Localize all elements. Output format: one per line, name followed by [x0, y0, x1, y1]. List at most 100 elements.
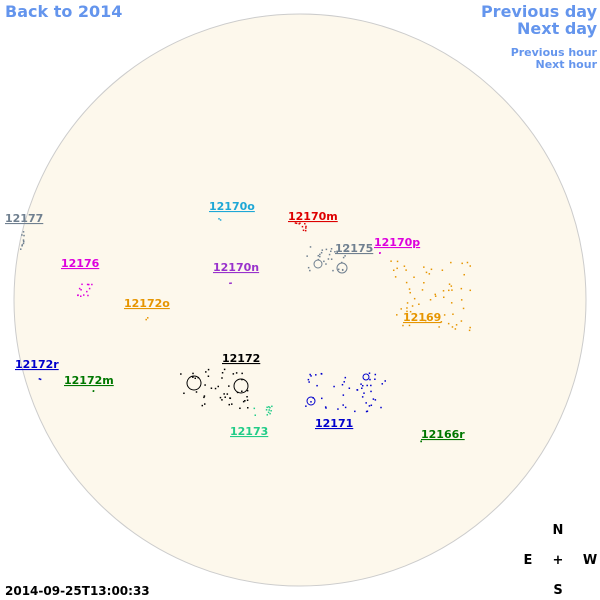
sunspot: [210, 387, 213, 389]
sunspot: [203, 403, 206, 405]
sunspot: [443, 296, 445, 299]
sunspot: [246, 399, 249, 401]
sunspot: [462, 307, 465, 310]
previous-hour-link[interactable]: Previous hour: [511, 46, 598, 59]
sunspot: [342, 394, 345, 396]
sunspot: [38, 378, 41, 380]
sunspot: [423, 266, 425, 268]
sunspot: [360, 383, 362, 385]
sunspot: [341, 383, 344, 386]
sunspot: [253, 407, 256, 410]
sunspot: [230, 282, 232, 284]
sunspot: [325, 407, 327, 409]
sunspot: [203, 395, 206, 397]
region-label: 12170p: [374, 236, 420, 249]
sunspot: [342, 256, 345, 259]
sunspot: [192, 372, 194, 375]
sunspot: [219, 396, 222, 399]
compass-south: S: [553, 583, 562, 598]
sunspot: [219, 219, 222, 221]
next-hour-link[interactable]: Next hour: [536, 58, 598, 71]
sunspot: [365, 402, 367, 404]
sunspot: [330, 258, 333, 260]
sunspot: [305, 227, 307, 229]
sunspot: [201, 404, 204, 407]
sunspot: [409, 291, 411, 294]
region-label: 12171: [315, 417, 353, 430]
sunspot: [309, 246, 312, 248]
sunspot: [246, 389, 249, 392]
sunspot: [91, 283, 93, 286]
sunspot: [324, 406, 327, 408]
region-label: 12169: [403, 311, 441, 324]
sunspot: [223, 368, 226, 371]
previous-day-link[interactable]: Previous day: [481, 2, 598, 21]
compass-center: +: [553, 553, 564, 568]
sunspot: [295, 222, 298, 225]
sunspot: [344, 376, 347, 379]
sunspot: [242, 400, 245, 403]
sunspot: [469, 326, 471, 329]
sunspot: [315, 374, 317, 376]
sunspot-ring: [336, 262, 348, 274]
sunspot: [425, 271, 428, 274]
sunspot: [448, 283, 451, 285]
back-link[interactable]: Back to 2014: [5, 2, 122, 21]
sunspot: [374, 399, 377, 401]
sunspot: [229, 282, 231, 285]
sunspot: [80, 289, 82, 291]
sunspot: [192, 376, 194, 378]
sunspot: [396, 260, 399, 263]
region-label: 12173: [230, 425, 268, 438]
sunspot: [226, 393, 229, 395]
sunspot: [463, 273, 465, 276]
sunspot: [246, 395, 248, 398]
sunspot: [392, 269, 395, 272]
next-day-link[interactable]: Next day: [517, 19, 598, 38]
sunspot: [244, 400, 246, 402]
region-label: 12175: [335, 242, 373, 255]
sunspot: [323, 260, 325, 263]
region-label: 12170n: [213, 261, 259, 274]
sunspot: [423, 282, 425, 284]
sunspot: [344, 406, 347, 409]
sunspot: [408, 288, 411, 290]
sunspot: [86, 290, 88, 293]
compass-east: E: [524, 553, 533, 568]
sunspot: [207, 375, 210, 378]
sunspot: [310, 401, 312, 403]
sunspot: [270, 410, 272, 412]
sunspot: [409, 310, 412, 313]
sunspot: [405, 269, 407, 271]
sunspot: [305, 405, 307, 407]
sunspot: [321, 249, 324, 251]
sunspot: [194, 377, 196, 380]
sunspot: [82, 294, 85, 296]
sunspot: [305, 225, 307, 228]
region-label: 12172: [222, 352, 260, 365]
timestamp: 2014-09-25T13:00:33: [5, 584, 150, 598]
sunspot: [180, 373, 182, 375]
sunspot: [365, 410, 368, 413]
sunspot: [309, 269, 311, 272]
sunspot: [361, 396, 364, 398]
region-label: 12172m: [64, 374, 114, 387]
sunspot: [88, 287, 91, 290]
sunspot: [460, 287, 463, 290]
sunspot: [269, 412, 271, 415]
sunspot: [86, 283, 89, 286]
sunspot: [254, 414, 257, 416]
sunspot: [239, 407, 241, 410]
sunspot: [207, 368, 210, 371]
sunspot: [442, 290, 445, 292]
sunspot: [221, 399, 223, 401]
sunspot: [403, 265, 406, 267]
sunspot: [39, 378, 42, 381]
sunspot: [421, 289, 424, 291]
sunspot: [203, 396, 205, 399]
sunspot-ring: [233, 378, 249, 394]
sunspot: [363, 392, 365, 394]
sunspot: [22, 239, 25, 241]
sunspot: [451, 326, 454, 328]
